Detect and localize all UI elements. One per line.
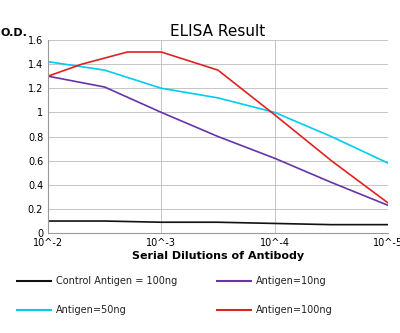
Text: Antigen=100ng: Antigen=100ng: [256, 305, 333, 315]
X-axis label: Serial Dilutions of Antibody: Serial Dilutions of Antibody: [132, 251, 304, 261]
Text: Antigen=50ng: Antigen=50ng: [56, 305, 127, 315]
Text: Antigen=10ng: Antigen=10ng: [256, 276, 327, 286]
Text: O.D.: O.D.: [0, 28, 27, 38]
Title: ELISA Result: ELISA Result: [170, 24, 266, 39]
Text: Control Antigen = 100ng: Control Antigen = 100ng: [56, 276, 177, 286]
